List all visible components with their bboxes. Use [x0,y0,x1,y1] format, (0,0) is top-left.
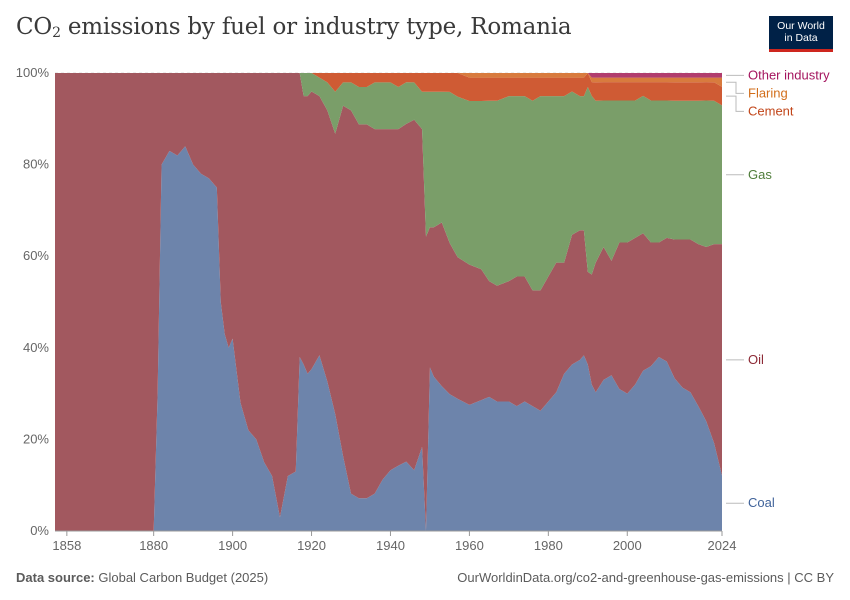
x-tick-label: 1980 [534,538,563,553]
owid-logo[interactable]: Our World in Data [769,16,833,52]
source-url[interactable]: OurWorldinData.org/co2-and-greenhouse-ga… [457,570,834,585]
area-oil[interactable] [55,73,722,531]
x-tick-label: 2000 [613,538,642,553]
legend-connector [726,95,744,112]
x-tick-label: 1900 [218,538,247,553]
area-flaring[interactable] [55,73,722,87]
y-tick-label: 80% [23,157,49,172]
logo-line-2: in Data [784,32,818,44]
data-source: Data source: Global Carbon Budget (2025) [16,570,269,585]
area-cement[interactable] [55,73,722,106]
x-tick-label: 1940 [376,538,405,553]
chart-title: CO2 emissions by fuel or industry type, … [16,14,572,41]
area-gas[interactable] [55,73,722,291]
area-coal[interactable] [55,146,722,531]
x-tick-label: 1920 [297,538,326,553]
y-tick-label: 60% [23,248,49,263]
x-tick-label: 2024 [708,538,737,553]
y-tick-label: 100% [16,65,50,80]
legend-label-flaring[interactable]: Flaring [748,85,788,100]
legend-label-oil[interactable]: Oil [748,352,764,367]
x-tick-label: 1858 [52,538,81,553]
x-tick-label: 1880 [139,538,168,553]
logo-line-1: Our World [777,20,825,32]
y-tick-label: 0% [30,523,49,538]
legend-label-gas[interactable]: Gas [748,167,772,182]
y-tick-label: 40% [23,340,49,355]
x-tick-label: 1960 [455,538,484,553]
legend-connector [726,81,744,94]
y-tick-label: 20% [23,431,49,446]
legend-label-cement[interactable]: Cement [748,103,794,118]
area-other-industry[interactable] [55,73,722,78]
legend-label-coal[interactable]: Coal [748,495,775,510]
legend-label-other-industry[interactable]: Other industry [748,67,830,82]
